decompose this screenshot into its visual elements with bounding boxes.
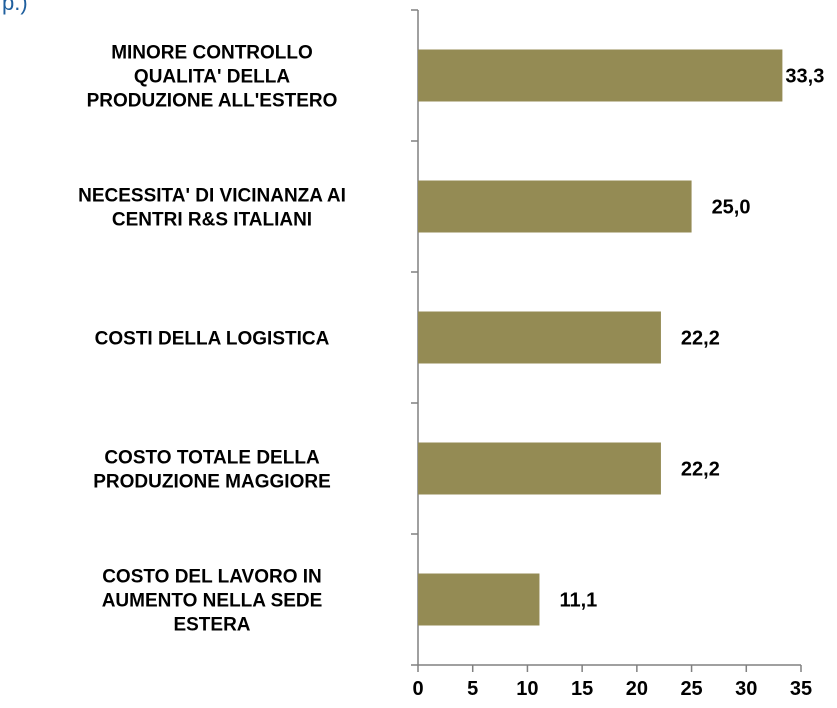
x-tick-label: 5 xyxy=(467,678,478,700)
value-label: 11,1 xyxy=(559,590,597,612)
value-label: 22,2 xyxy=(681,328,720,350)
x-tick-label: 15 xyxy=(571,678,593,700)
category-label: COSTI DELLA LOGISTICA xyxy=(95,329,330,350)
category-label: MINORE CONTROLLO QUALITA' DELLA PRODUZIONE… xyxy=(87,43,338,112)
value-label: 22,2 xyxy=(681,459,720,481)
value-label: 25,0 xyxy=(712,197,751,219)
x-tick-label: 20 xyxy=(626,678,648,700)
bar xyxy=(418,442,661,495)
x-tick-label: 30 xyxy=(735,678,757,700)
chart-title: p.) xyxy=(2,0,28,15)
bar xyxy=(418,49,783,102)
x-tick-label: 25 xyxy=(680,678,702,700)
bar xyxy=(418,311,661,364)
bar xyxy=(418,180,692,233)
x-tick-label: 35 xyxy=(790,678,812,700)
category-label: NECESSITA' DI VICINANZA AI CENTRI R&S ITA… xyxy=(78,186,346,231)
x-tick-label: 10 xyxy=(516,678,538,700)
bar xyxy=(418,573,540,626)
category-label: COSTO TOTALE DELLA PRODUZIONE MAGGIORE xyxy=(93,448,331,493)
category-label: COSTO DEL LAVORO IN AUMENTO NELLA SEDE EST… xyxy=(102,567,323,636)
x-tick-label: 0 xyxy=(412,678,423,700)
value-label: 33,3 xyxy=(785,66,824,88)
